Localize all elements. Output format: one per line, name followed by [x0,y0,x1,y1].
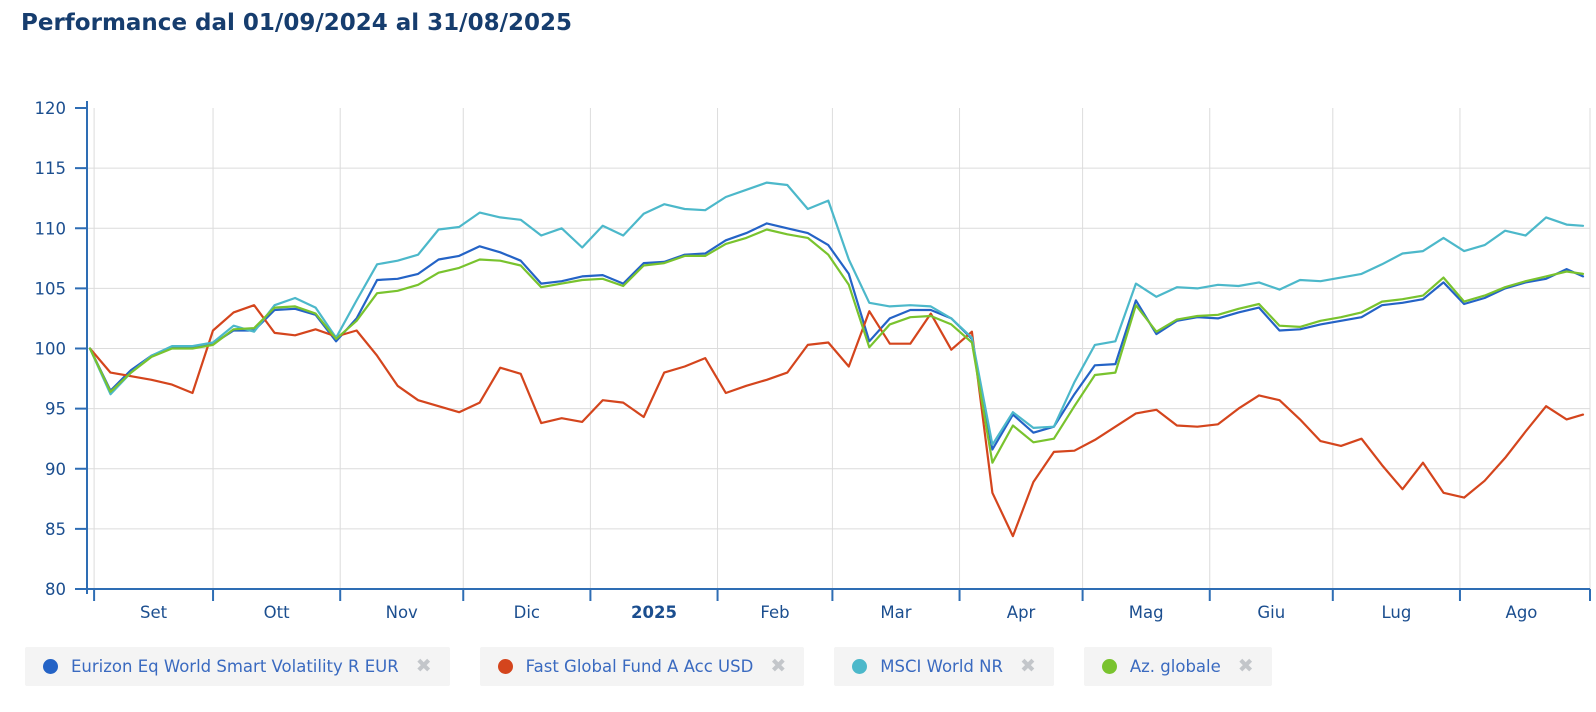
gridlines [87,108,1591,589]
series-lines [88,181,1585,538]
series-line-3 [88,228,1585,464]
y-tick-label: 120 [35,99,67,118]
x-tick-label-lug: Lug [1381,603,1411,622]
legend-color-dot [1101,659,1117,674]
series-line-0 [88,222,1585,451]
remove-series-icon[interactable]: ✖ [1237,655,1254,677]
legend-item-1: Fast Global Fund A Acc USD ✖ [479,647,805,686]
axes [75,101,1591,601]
y-tick-label: 105 [35,279,67,298]
legend-item-0: Eurizon Eq World Smart Volatility R EUR ✖ [25,647,450,686]
chart-legend: Eurizon Eq World Smart Volatility R EUR ✖… [25,647,1596,686]
y-tick-label: 115 [35,159,67,178]
page-title: Performance dal 01/09/2024 al 31/08/2025 [21,10,573,36]
x-tick-label-giu: Giu [1257,603,1285,622]
y-tick-label: 80 [45,580,66,599]
legend-item-3: Az. globale ✖ [1083,647,1272,686]
y-tick-label: 85 [45,520,66,539]
y-tick-label: 100 [35,340,67,359]
legend-color-dot [43,659,58,674]
x-tick-label-apr: Apr [1007,603,1036,622]
legend-color-dot [852,659,868,674]
x-tick-label-2025: 2025 [631,603,677,622]
x-tick-label-set: Set [140,603,168,622]
y-tick-label: 95 [45,400,66,419]
legend-series-label: MSCI World NR [880,657,1003,676]
x-tick-label-mar: Mar [880,603,911,622]
series-line-1 [88,304,1585,538]
remove-series-icon[interactable]: ✖ [1019,655,1036,677]
series-line-2 [88,181,1585,446]
legend-color-dot [497,659,513,674]
y-tick-label: 110 [35,219,67,238]
remove-series-icon[interactable]: ✖ [415,655,432,677]
y-axis-labels: 80 85 90 95 100 105 110 115 120 [35,99,67,599]
x-tick-label-ott: Ott [264,603,290,622]
x-tick-label-mag: Mag [1129,603,1164,622]
legend-series-label: Az. globale [1129,657,1221,676]
x-axis-labels: Set Ott Nov Dic 2025 Feb Mar Apr Mag Giu Lug Ago [140,603,1537,622]
x-tick-label-ago: Ago [1506,603,1538,622]
legend-item-2: MSCI World NR ✖ [834,647,1054,686]
x-tick-label-nov: Nov [386,603,418,622]
legend-series-label: Eurizon Eq World Smart Volatility R EUR [71,657,399,676]
x-tick-label-dic: Dic [514,603,540,622]
x-tick-label-feb: Feb [760,603,789,622]
legend-series-label: Fast Global Fund A Acc USD [525,657,754,676]
remove-series-icon[interactable]: ✖ [770,655,787,677]
y-tick-label: 90 [45,460,66,479]
